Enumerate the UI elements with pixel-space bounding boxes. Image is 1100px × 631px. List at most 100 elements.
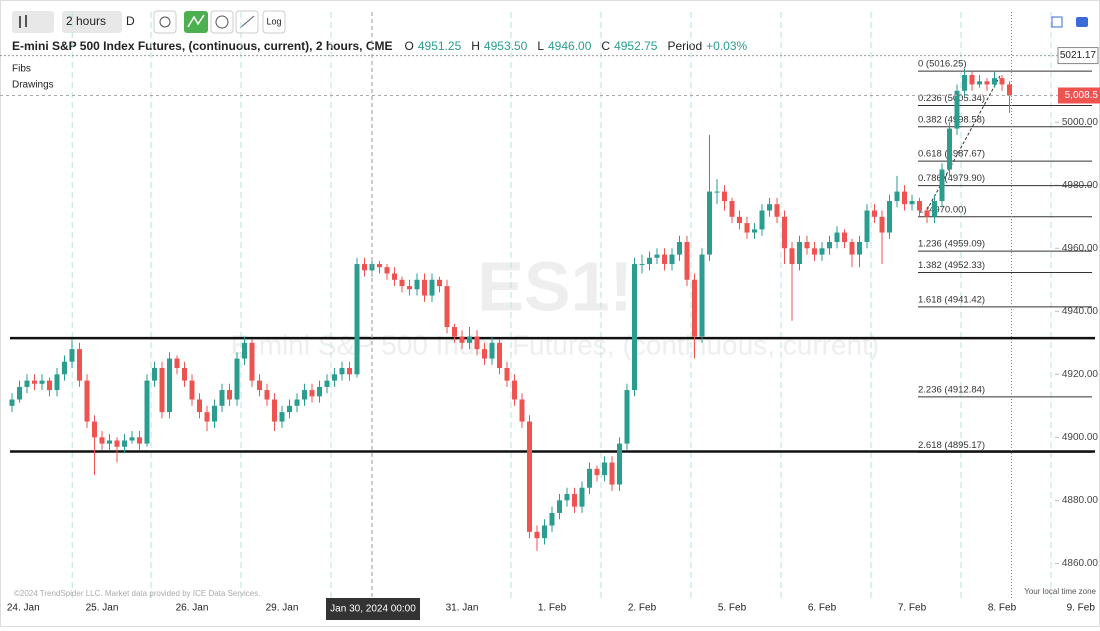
- candle-body: [212, 405, 217, 422]
- candle-body: [902, 191, 907, 205]
- candle-body: [992, 78, 997, 85]
- y-tick-label: 4880.00: [1062, 495, 1099, 506]
- x-tick-label: 9. Feb: [1067, 603, 1096, 614]
- candle-body: [182, 368, 187, 381]
- candle-body: [152, 368, 157, 381]
- candle-body: [534, 531, 540, 539]
- y-tick-label: 4960.00: [1062, 243, 1099, 254]
- quote-value: 4951.25: [418, 39, 462, 53]
- y-tick-label: 4940.00: [1062, 306, 1099, 317]
- fib-label: 0 (5016.25): [918, 59, 967, 70]
- candle-body: [594, 468, 600, 476]
- candle-body: [654, 254, 660, 258]
- candle-body: [617, 443, 622, 485]
- candle-body: [609, 462, 615, 485]
- candle-body: [32, 380, 37, 384]
- crosshair-label-box: [326, 598, 420, 620]
- quote-value: 4952.75: [614, 39, 658, 53]
- panel-label: Fibs: [12, 64, 31, 75]
- candle-body: [332, 374, 337, 381]
- candle-body: [572, 494, 577, 507]
- candle-body: [24, 380, 30, 387]
- candle-body: [542, 525, 547, 539]
- settings-button[interactable]: [153, 10, 177, 34]
- fib-label: 1.382 (4952.33): [918, 260, 985, 271]
- fib-label: 1.618 (4941.42): [918, 294, 985, 305]
- candle-body: [399, 279, 405, 287]
- fib-label: 0.236 (5005.34): [918, 93, 985, 104]
- candle-body: [279, 412, 285, 422]
- fib-label: 1.236 (4959.09): [918, 239, 985, 250]
- candle-body: [722, 191, 727, 202]
- quote-value: 4946.00: [548, 39, 592, 53]
- candle-body: [324, 380, 330, 387]
- candle-body: [774, 204, 780, 217]
- candle-body: [392, 273, 397, 280]
- candle-body: [812, 248, 817, 255]
- fib-label: 1 (4970.00): [918, 204, 967, 215]
- candle-body: [189, 380, 195, 400]
- candle-body: [909, 201, 915, 205]
- candle-body: [707, 191, 712, 255]
- x-tick-label: 25. Jan: [86, 603, 119, 614]
- camera-button[interactable]: [1076, 17, 1088, 27]
- candle-body: [797, 241, 802, 265]
- candle-body: [347, 368, 352, 375]
- candle-body: [834, 232, 840, 242]
- candle-body: [272, 399, 277, 422]
- candle-body: [309, 390, 315, 397]
- candle-body: [377, 264, 382, 268]
- candle-body: [947, 128, 952, 170]
- candle-body: [159, 368, 165, 413]
- candle-body: [969, 75, 975, 85]
- candle-body: [107, 440, 112, 444]
- candle-body: [452, 327, 457, 337]
- candle-body: [842, 232, 847, 242]
- quote-key: O: [405, 39, 414, 53]
- clock-button[interactable]: [210, 10, 234, 34]
- y-tick-label: 4860.00: [1062, 558, 1099, 569]
- candle-body: [354, 264, 360, 375]
- candle-body: [894, 191, 900, 202]
- candle-body: [752, 229, 757, 233]
- interval: 2 hours: [66, 14, 106, 28]
- log-button[interactable]: [262, 10, 286, 34]
- candle-body: [962, 75, 967, 91]
- candle-body: [39, 380, 45, 384]
- high-label-box: [1057, 47, 1099, 65]
- candle-body: [692, 279, 697, 337]
- interval-button[interactable]: [62, 11, 122, 33]
- footer: ©2024 TrendSpider LLC. Market data provi…: [14, 589, 260, 598]
- x-tick-label: 31. Jan: [446, 603, 479, 614]
- y-tick-label: 4920.00: [1062, 369, 1099, 380]
- candle-body: [954, 90, 960, 129]
- candle-body: [669, 254, 675, 265]
- candle-body: [504, 368, 510, 381]
- fib-label: 2.236 (4912.84): [918, 384, 985, 395]
- candle-body: [114, 440, 120, 447]
- candle-body: [302, 390, 307, 400]
- candle-body: [414, 279, 420, 290]
- fib-label: 0.382 (4998.58): [918, 114, 985, 125]
- candle-body: [999, 78, 1005, 85]
- icon: [159, 16, 171, 28]
- x-tick-label: 6. Feb: [808, 603, 837, 614]
- candle-body: [819, 248, 825, 255]
- last-price-label: 5,008.5: [1065, 90, 1099, 101]
- candle-body: [857, 241, 862, 255]
- fullscreen-button[interactable]: [1051, 16, 1063, 28]
- candle-body: [917, 201, 922, 211]
- candle-body: [92, 421, 97, 438]
- y-tick-label: 4900.00: [1062, 432, 1099, 443]
- candle-body: [174, 358, 180, 369]
- candle-body: [519, 399, 525, 422]
- candle-body: [647, 257, 652, 265]
- candle-body: [249, 342, 255, 381]
- candle-body: [137, 437, 142, 444]
- candle-body: [257, 380, 262, 391]
- d-button[interactable]: D: [126, 14, 135, 28]
- chart-type-button[interactable]: [12, 11, 54, 33]
- fib-label: 0.786 (4979.90): [918, 173, 985, 184]
- fib-label: 2.618 (4895.17): [918, 440, 985, 451]
- candle-body: [339, 368, 345, 375]
